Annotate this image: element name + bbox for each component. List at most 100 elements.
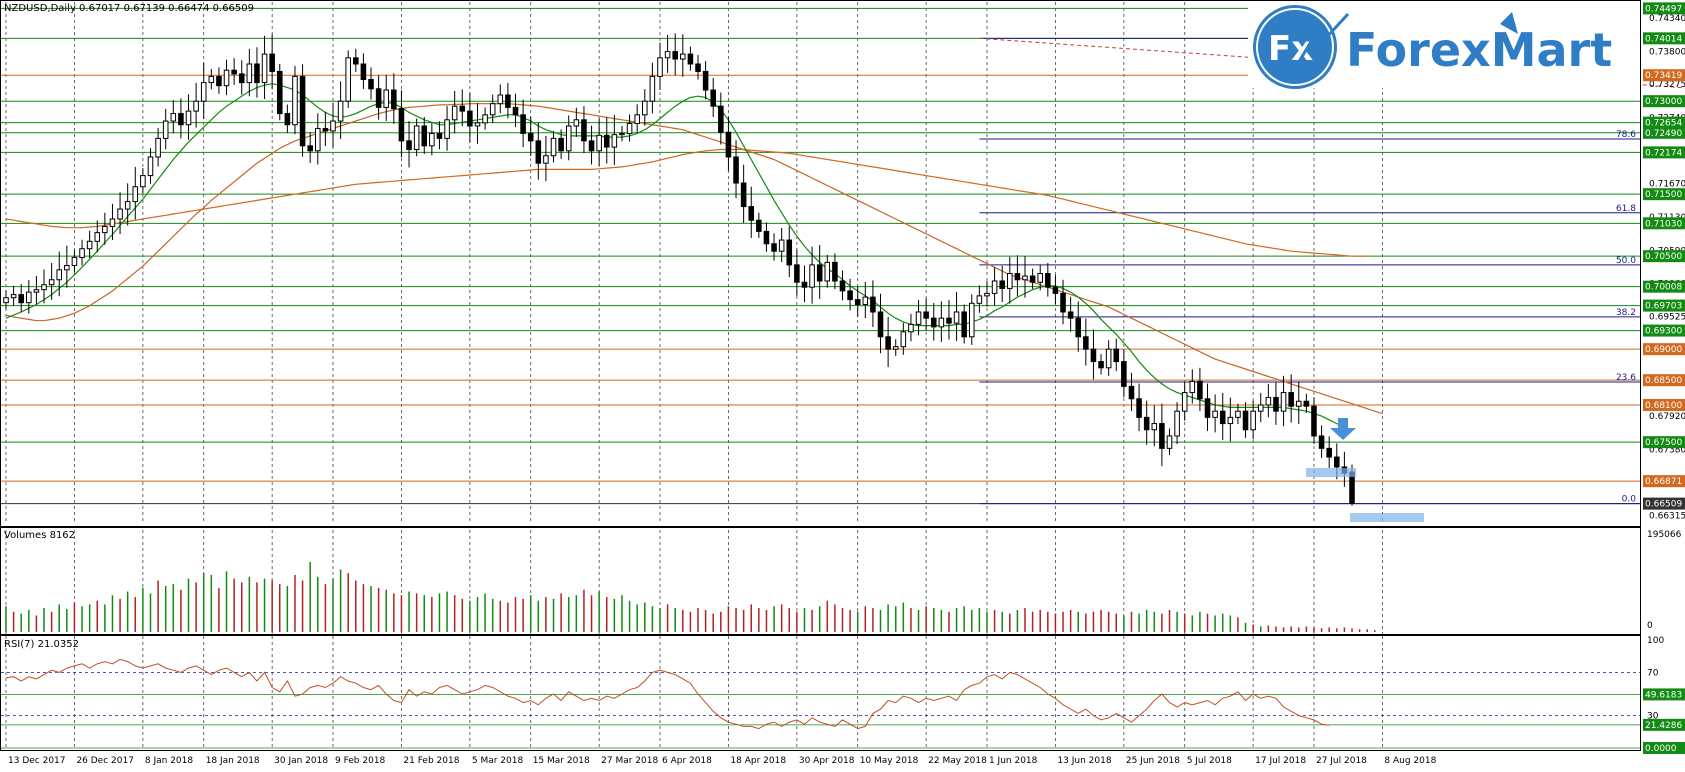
candle-bull [474, 122, 481, 127]
candle-bull [824, 261, 831, 282]
fibo-level-label: 38.2 [1616, 308, 1636, 318]
candle-bull [246, 63, 253, 84]
time-axis: 13 Dec 2017 26 Dec 2017 8 Jan 2018 18 Jan 2… [8, 756, 1437, 766]
candle-bear [1326, 447, 1332, 458]
logo-arrow-icon [1298, 12, 1350, 61]
candle-bear [535, 140, 542, 164]
price-level-tag [1643, 32, 1685, 45]
candle-bear [1143, 416, 1150, 431]
candle-bear [254, 63, 260, 84]
candle-bull [330, 120, 336, 132]
logo-brand-text: ForexMart [1346, 23, 1612, 77]
date-tick-label: 21 Feb 2018 [403, 756, 459, 766]
candle-bear [725, 131, 732, 158]
date-tick-label: 5 Jul 2018 [1187, 756, 1232, 766]
candle-bear [695, 63, 701, 72]
date-tick-label: 8 Aug 2018 [1384, 756, 1436, 766]
price-level-tag [1643, 475, 1685, 488]
rsi-level-label: 70 [1647, 668, 1659, 678]
candle-bull [413, 125, 420, 151]
date-tick-label: 8 Jan 2018 [145, 756, 193, 766]
candle-bull [976, 295, 983, 304]
fibo-level-label: 61.8 [1616, 204, 1636, 214]
candle-bull [1250, 410, 1256, 431]
candle-bear [961, 311, 967, 338]
candle-bull [619, 132, 625, 136]
candle-bear [710, 89, 717, 107]
price-level-tag [1643, 324, 1685, 337]
candle-bull [634, 114, 640, 125]
candle-bull [1151, 423, 1158, 431]
candle-bull [117, 208, 123, 220]
moving-averages [5, 83, 1383, 432]
chart-title: NZDUSD,Daily 0.67017 0.67139 0.66474 0.6… [4, 3, 254, 14]
candle-bear [1159, 423, 1165, 449]
candlesticks [3, 33, 1355, 506]
candle-bear [740, 182, 747, 208]
date-tick-label: 27 Jul 2018 [1316, 756, 1367, 766]
candle-bull [208, 75, 215, 84]
candle-bear [467, 110, 473, 127]
candle-bull [1257, 404, 1264, 412]
candle-bull [543, 155, 549, 164]
ma-slow-line [5, 148, 1368, 257]
candle-bear [398, 108, 405, 142]
candle-bull [550, 137, 557, 157]
candle-bear [839, 280, 846, 292]
candle-bull [109, 218, 116, 227]
candle-bull [657, 57, 663, 77]
date-tick-label: 17 Jul 2018 [1255, 756, 1306, 766]
candle-bear [1273, 397, 1279, 412]
candle-bull [900, 331, 907, 348]
price-level-tag-text: 0.73000 [1645, 97, 1682, 107]
candle-bear [1219, 410, 1226, 425]
candle-bear [1067, 311, 1074, 319]
candle-bear [1029, 275, 1036, 283]
price-level-tag-text: 0.68100 [1645, 401, 1682, 411]
candle-bull [56, 269, 63, 281]
candle-bull [94, 232, 101, 242]
candle-bear [816, 264, 823, 282]
candle-bear [284, 113, 291, 126]
date-tick-label: 1 Jun 2018 [989, 756, 1038, 766]
candle-bull [345, 57, 351, 102]
candle-bull [1007, 273, 1013, 289]
price-level-tag-text: 0.66871 [1645, 477, 1682, 487]
price-level-tag-text: 0.72174 [1645, 148, 1682, 158]
highlight-box-lower [1350, 513, 1424, 522]
candle-bear [276, 70, 283, 115]
price-level-tag-text: 0.73419 [1645, 71, 1682, 81]
price-level-tag [1643, 146, 1685, 159]
rsi-value-tag [1643, 688, 1685, 701]
candle-bear [1334, 456, 1340, 468]
rsi-line [5, 658, 1330, 730]
candle-bear [18, 294, 24, 304]
price-level-tag-text: 0.67500 [1645, 438, 1682, 448]
candle-bull [429, 132, 435, 147]
date-tick-label: 26 Dec 2017 [76, 756, 133, 766]
date-tick-label: 5 Mar 2018 [472, 756, 524, 766]
fibo-level-label: 0.0 [1622, 495, 1637, 505]
candle-bull [953, 311, 960, 324]
price-level-tag [1643, 436, 1685, 449]
candle-bull [938, 317, 945, 328]
price-axis: 0.743400.738000.732750.727400.722000.716… [1643, 2, 1685, 522]
candle-bull [1265, 397, 1272, 406]
candle-bull [649, 75, 656, 102]
candle-bear [322, 127, 329, 132]
date-tick-label: 15 Mar 2018 [533, 756, 590, 766]
candle-bear [1128, 385, 1135, 400]
candle-bear [885, 336, 891, 350]
candle-bear [216, 75, 222, 87]
price-level-tag [1643, 126, 1685, 139]
candle-bear [1121, 361, 1127, 387]
candle-bull [908, 323, 914, 333]
candle-bull [41, 284, 47, 291]
candle-bear [672, 51, 678, 60]
candle-bear [178, 113, 184, 126]
candle-bear [832, 261, 838, 282]
candle-bear [801, 281, 808, 288]
candle-bull [1227, 416, 1234, 425]
